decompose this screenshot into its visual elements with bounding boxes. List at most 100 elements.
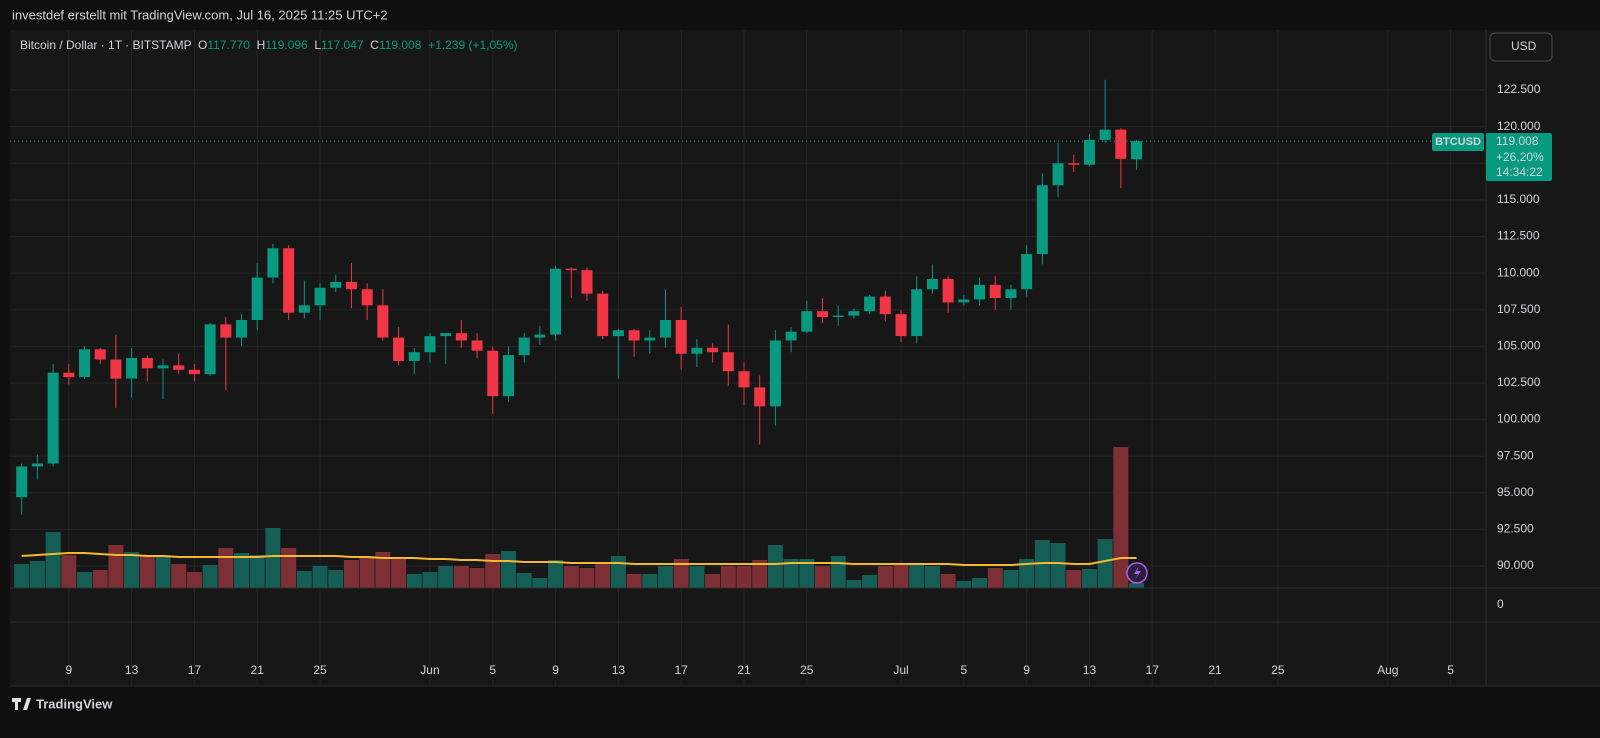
volume-bar xyxy=(14,564,30,588)
candle-body xyxy=(754,387,766,407)
candle-body xyxy=(455,333,467,341)
x-tick-label: 5 xyxy=(960,663,967,677)
y-tick-label: 110.000 xyxy=(1497,265,1540,279)
volume-bar xyxy=(893,564,909,588)
legend-label: C xyxy=(370,38,379,52)
y-tick-label: 120.000 xyxy=(1497,119,1541,133)
candle-body xyxy=(31,463,43,467)
volume-bar xyxy=(1019,559,1035,588)
candle-body xyxy=(707,347,719,353)
price-tag xyxy=(1486,133,1552,181)
x-tick-label: Jul xyxy=(893,663,908,677)
x-tick-label: 21 xyxy=(251,663,265,677)
candle-body xyxy=(471,340,483,351)
candle-body xyxy=(47,372,59,464)
x-tick-label: 25 xyxy=(800,663,814,677)
x-tick-label: 25 xyxy=(313,663,327,677)
legend-ohlc: O117.770 H119.096 L117.047 C119.008 xyxy=(198,38,428,52)
volume-bar xyxy=(485,554,501,588)
candle-body xyxy=(926,278,938,290)
volume-bar xyxy=(595,564,611,588)
price-tag-price: 119.008 xyxy=(1496,134,1539,148)
volume-bar xyxy=(1003,570,1019,588)
volume-bar xyxy=(469,568,485,588)
volume-bar xyxy=(1129,583,1145,588)
legend-value: 119.096 xyxy=(265,38,308,52)
volume-bar xyxy=(108,545,124,588)
volume-bar xyxy=(124,552,140,588)
alert-bolt xyxy=(1134,566,1141,580)
volume-bar xyxy=(139,555,155,588)
candle-body xyxy=(408,352,420,361)
volume-bar xyxy=(862,575,878,588)
currency-button-label[interactable]: USD xyxy=(1511,39,1537,53)
volume-bar xyxy=(171,564,187,588)
volume-bar xyxy=(328,570,344,588)
volume-bar xyxy=(77,572,93,588)
candle-body xyxy=(283,248,295,313)
x-tick-label: 21 xyxy=(1208,663,1222,677)
volume-bar xyxy=(720,566,736,588)
candle-body xyxy=(612,330,624,337)
volume-bar xyxy=(406,574,422,588)
candle-body xyxy=(879,296,891,315)
candle-body xyxy=(1099,129,1111,140)
candle-body xyxy=(204,324,216,375)
volume-bar xyxy=(391,558,407,588)
volume-pane xyxy=(14,447,1145,588)
volume-bar xyxy=(987,568,1003,588)
volume-bar xyxy=(202,565,218,588)
candle-body xyxy=(63,372,75,378)
volume-bar xyxy=(924,566,940,588)
candle-body xyxy=(424,336,436,353)
volume-bar xyxy=(752,560,768,588)
volume-bar xyxy=(1050,543,1066,588)
candle-body xyxy=(330,281,342,288)
volume-bar xyxy=(815,566,831,588)
legend-label: H xyxy=(256,38,266,52)
x-tick-label: 13 xyxy=(612,663,626,677)
y-tick-label: 122.500 xyxy=(1497,82,1541,96)
candle-body xyxy=(377,305,389,338)
x-tick-label: 13 xyxy=(125,663,139,677)
volume-bar xyxy=(186,572,202,588)
candle-body xyxy=(236,319,248,338)
volume-bar xyxy=(783,559,799,588)
candle-body xyxy=(550,268,562,335)
candle-body xyxy=(298,305,310,313)
candle-body xyxy=(345,281,357,290)
volume-bar xyxy=(877,566,893,588)
candle-body xyxy=(659,319,671,338)
volume-bar xyxy=(218,548,234,588)
candle-body xyxy=(848,311,860,316)
candle-body xyxy=(1083,139,1095,165)
candle-body xyxy=(895,314,907,337)
volume-bar xyxy=(972,578,988,588)
volume-bar xyxy=(705,574,721,588)
x-tick-label: 17 xyxy=(188,663,202,677)
logo xyxy=(12,698,31,710)
legend: Bitcoin / Dollar · 1T · BITSTAMP O117.77… xyxy=(20,38,518,52)
candle-body xyxy=(157,365,169,369)
candle-body xyxy=(1131,141,1143,160)
candle-body xyxy=(974,284,986,300)
volume-bar xyxy=(155,555,171,588)
axes: 90.000 92.500 95.000 97.500 100.000 102.500 10… xyxy=(65,82,1540,677)
volume-bar xyxy=(234,553,250,588)
volume-bar xyxy=(799,559,815,588)
candle-body xyxy=(989,284,1001,299)
volume-bar xyxy=(563,566,579,588)
candle-body xyxy=(1036,185,1048,255)
legend-value: 117.047 xyxy=(321,38,364,52)
candle-body xyxy=(79,349,91,378)
currency-button[interactable] xyxy=(1489,32,1553,62)
volume-bar xyxy=(532,578,548,588)
volume-bar xyxy=(1097,539,1113,588)
candle-body xyxy=(691,347,703,354)
candle-body xyxy=(597,293,609,337)
volume-bar xyxy=(689,566,705,588)
candle-body xyxy=(267,248,279,278)
x-tick-label: 17 xyxy=(1146,663,1160,677)
footer-brand[interactable]: TradingView xyxy=(36,696,113,711)
